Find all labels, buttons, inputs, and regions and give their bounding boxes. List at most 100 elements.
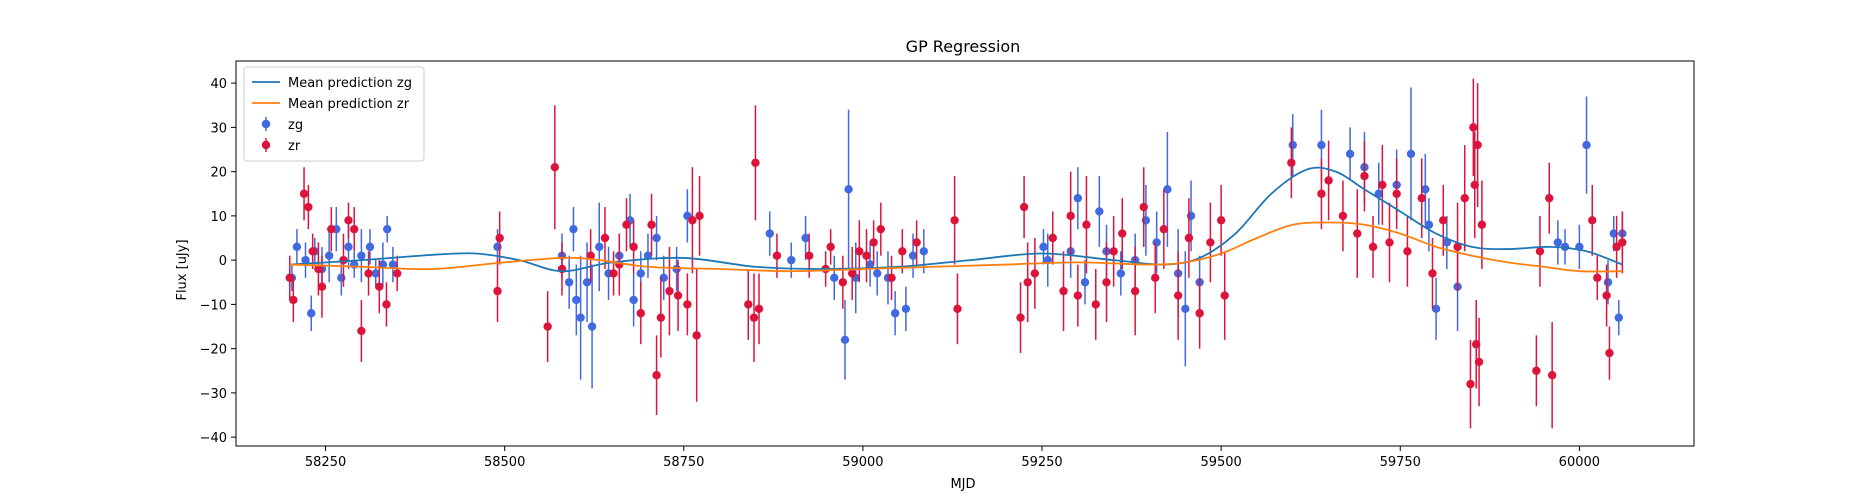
data-point bbox=[692, 331, 701, 340]
data-point bbox=[865, 260, 875, 269]
data-point bbox=[375, 282, 384, 291]
data-point bbox=[1453, 242, 1462, 252]
data-point bbox=[609, 269, 618, 278]
data-point bbox=[292, 242, 302, 252]
data-point bbox=[1424, 220, 1434, 229]
y-tick-label: 20 bbox=[210, 166, 227, 181]
data-point bbox=[1163, 185, 1172, 194]
x-tick-label: 58500 bbox=[484, 455, 525, 470]
data-point bbox=[847, 269, 857, 278]
legend-label: zr bbox=[288, 139, 301, 154]
data-point bbox=[289, 295, 298, 305]
data-point bbox=[317, 282, 327, 291]
x-tick-label: 60000 bbox=[1559, 455, 1600, 470]
data-point bbox=[1102, 278, 1111, 287]
data-point bbox=[1116, 269, 1126, 278]
data-point bbox=[582, 278, 592, 287]
data-point bbox=[301, 255, 310, 265]
data-point bbox=[1345, 149, 1355, 159]
x-tick-label: 59000 bbox=[842, 455, 883, 470]
legend-point-marker bbox=[261, 119, 271, 129]
data-point bbox=[543, 322, 552, 331]
y-tick-label: −20 bbox=[200, 343, 227, 358]
data-point bbox=[1593, 273, 1602, 283]
axes-frame bbox=[235, 60, 1695, 447]
data-point bbox=[1019, 202, 1029, 212]
data-point bbox=[364, 269, 373, 278]
data-point bbox=[1614, 313, 1623, 322]
data-point bbox=[1470, 180, 1479, 190]
legend: Mean prediction zg Mean prediction zr zg zr bbox=[243, 66, 425, 162]
data-point bbox=[1368, 242, 1378, 252]
data-point bbox=[564, 278, 574, 287]
data-point bbox=[1338, 211, 1348, 221]
data-point bbox=[365, 242, 375, 252]
data-point bbox=[772, 251, 782, 260]
data-point bbox=[652, 233, 661, 243]
data-point bbox=[344, 242, 353, 252]
data-point bbox=[659, 273, 668, 283]
data-point bbox=[382, 300, 391, 309]
data-point bbox=[324, 251, 334, 260]
data-point bbox=[337, 273, 346, 283]
data-point bbox=[754, 304, 764, 314]
data-point bbox=[576, 313, 585, 322]
data-point bbox=[749, 313, 759, 322]
data-point bbox=[1130, 286, 1140, 296]
data-point bbox=[1159, 224, 1169, 234]
data-point bbox=[901, 304, 911, 314]
y-tick-label: −40 bbox=[200, 431, 227, 446]
data-point bbox=[629, 295, 638, 305]
data-point bbox=[382, 224, 392, 234]
legend-label: Mean prediction zg bbox=[288, 76, 412, 91]
data-point bbox=[656, 313, 666, 322]
data-point bbox=[1206, 238, 1215, 247]
data-point bbox=[912, 238, 921, 247]
legend-label: zg bbox=[288, 118, 303, 133]
data-point bbox=[890, 309, 900, 318]
data-point bbox=[1535, 247, 1545, 256]
x-axis-label: MJD bbox=[950, 477, 975, 492]
data-point bbox=[1151, 273, 1160, 283]
data-point bbox=[1602, 291, 1611, 300]
data-point bbox=[876, 224, 886, 234]
data-point bbox=[1460, 193, 1469, 203]
data-point bbox=[344, 216, 353, 225]
data-point bbox=[1324, 176, 1333, 185]
data-point bbox=[1406, 149, 1416, 159]
data-point bbox=[826, 242, 835, 252]
data-point bbox=[1431, 304, 1441, 314]
data-point bbox=[587, 322, 597, 331]
data-point bbox=[1466, 379, 1475, 389]
legend-entry: Mean prediction zg bbox=[252, 76, 412, 91]
data-point bbox=[844, 185, 853, 194]
data-point bbox=[595, 242, 604, 252]
data-point bbox=[1618, 238, 1627, 247]
data-point bbox=[1073, 291, 1083, 300]
data-point bbox=[787, 255, 796, 265]
data-point bbox=[1547, 370, 1557, 380]
data-point bbox=[1220, 291, 1229, 300]
x-tick-label: 59500 bbox=[1200, 455, 1241, 470]
data-point bbox=[1353, 229, 1362, 238]
legend-entry: Mean prediction zr bbox=[252, 97, 410, 112]
data-point bbox=[304, 202, 313, 212]
data-point bbox=[1082, 220, 1091, 229]
x-tick-label: 58250 bbox=[305, 455, 346, 470]
data-point bbox=[1582, 140, 1591, 150]
data-point bbox=[1439, 216, 1448, 225]
data-point bbox=[1073, 193, 1083, 203]
data-point bbox=[1186, 211, 1196, 221]
data-point bbox=[1477, 220, 1487, 229]
data-point bbox=[1118, 229, 1127, 238]
data-point bbox=[643, 251, 653, 260]
data-point bbox=[378, 260, 388, 269]
data-point bbox=[804, 251, 814, 260]
data-point bbox=[569, 224, 578, 234]
data-point bbox=[840, 335, 850, 344]
legend-entry: zg bbox=[261, 117, 303, 133]
data-point bbox=[550, 163, 560, 172]
data-point bbox=[314, 264, 323, 274]
line-Mean prediction zg bbox=[289, 166, 1623, 273]
